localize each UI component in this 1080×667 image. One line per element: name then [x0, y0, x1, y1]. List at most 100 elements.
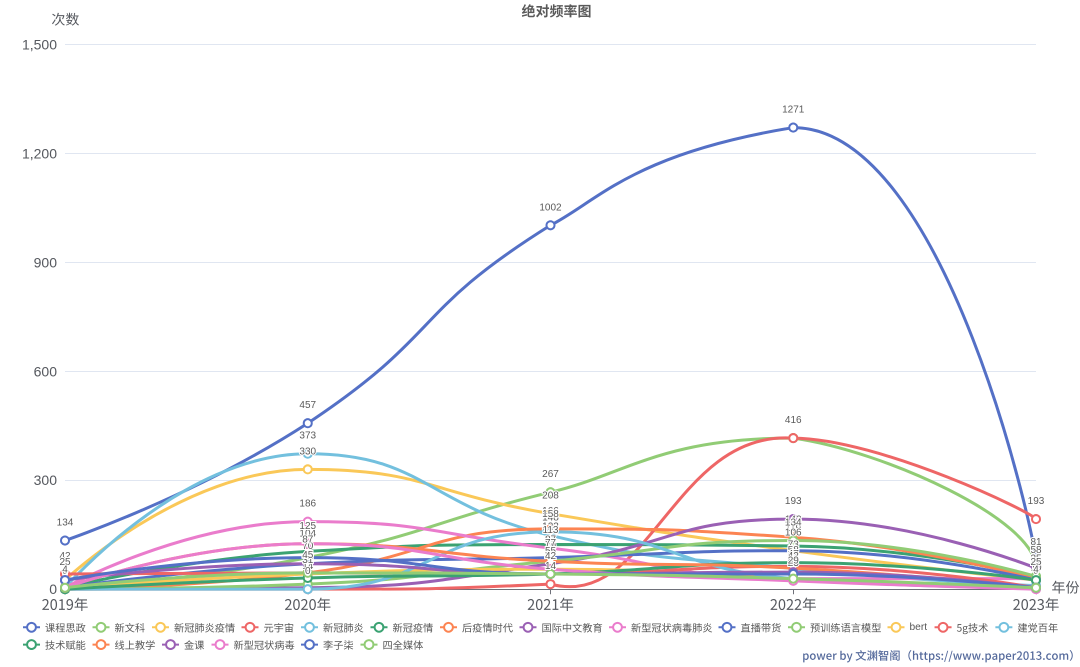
- svg-text:35: 35: [1030, 553, 1042, 564]
- svg-text:900: 900: [34, 254, 58, 270]
- svg-text:55: 55: [545, 546, 557, 557]
- svg-text:1,200: 1,200: [22, 145, 57, 161]
- svg-text:143: 143: [785, 514, 802, 525]
- svg-text:57: 57: [788, 545, 800, 556]
- svg-text:119: 119: [785, 523, 801, 534]
- svg-text:14: 14: [302, 561, 314, 572]
- svg-text:1002: 1002: [539, 202, 562, 213]
- svg-text:125: 125: [299, 521, 316, 532]
- svg-text:42: 42: [545, 551, 557, 562]
- svg-text:4: 4: [1033, 565, 1039, 576]
- svg-text:125: 125: [299, 521, 316, 532]
- svg-text:134: 134: [57, 518, 74, 529]
- svg-text:106: 106: [785, 528, 802, 539]
- svg-text:42: 42: [545, 551, 557, 562]
- svg-text:42: 42: [545, 551, 557, 562]
- svg-text:45: 45: [302, 550, 314, 561]
- svg-text:29: 29: [1030, 556, 1042, 567]
- svg-text:87: 87: [545, 535, 557, 546]
- svg-text:55: 55: [545, 546, 557, 557]
- svg-text:29: 29: [1030, 556, 1042, 567]
- svg-text:35: 35: [1030, 553, 1042, 564]
- svg-text:134: 134: [785, 518, 802, 529]
- svg-text:4: 4: [62, 565, 68, 576]
- svg-text:193: 193: [785, 496, 802, 507]
- svg-text:42: 42: [545, 551, 557, 562]
- svg-text:4: 4: [62, 565, 68, 576]
- svg-text:73: 73: [788, 540, 800, 551]
- svg-text:25: 25: [1030, 557, 1042, 568]
- svg-text:0: 0: [305, 566, 311, 577]
- svg-text:42: 42: [545, 551, 557, 562]
- svg-text:416: 416: [785, 415, 802, 426]
- svg-text:70: 70: [545, 541, 557, 552]
- svg-text:87: 87: [302, 535, 314, 546]
- svg-text:4: 4: [1033, 565, 1039, 576]
- svg-text:4: 4: [1033, 565, 1039, 576]
- svg-text:29: 29: [788, 556, 800, 567]
- svg-text:81: 81: [1030, 537, 1042, 548]
- svg-text:31: 31: [302, 555, 314, 566]
- svg-text:186: 186: [299, 499, 316, 510]
- svg-text:4: 4: [62, 565, 68, 576]
- svg-text:4: 4: [62, 565, 68, 576]
- svg-text:148: 148: [542, 512, 559, 523]
- svg-text:104: 104: [299, 528, 316, 539]
- svg-text:23: 23: [788, 558, 800, 569]
- svg-text:113: 113: [543, 525, 559, 536]
- svg-text:330: 330: [299, 446, 316, 457]
- svg-text:600: 600: [34, 363, 58, 379]
- svg-text:123: 123: [542, 522, 559, 533]
- svg-text:70: 70: [302, 541, 314, 552]
- svg-text:45: 45: [302, 550, 314, 561]
- svg-text:63: 63: [788, 543, 800, 554]
- svg-text:267: 267: [542, 469, 559, 480]
- svg-text:29: 29: [788, 556, 800, 567]
- svg-text:70: 70: [302, 541, 314, 552]
- svg-text:416: 416: [785, 415, 802, 426]
- svg-text:14: 14: [545, 561, 557, 572]
- svg-text:4: 4: [62, 565, 68, 576]
- svg-text:25: 25: [59, 557, 71, 568]
- svg-text:45: 45: [302, 550, 314, 561]
- svg-text:58: 58: [788, 545, 800, 556]
- svg-text:4: 4: [1033, 565, 1039, 576]
- svg-text:58: 58: [1030, 545, 1042, 556]
- svg-text:4: 4: [305, 565, 311, 576]
- svg-text:1,500: 1,500: [22, 36, 57, 52]
- svg-text:bert: bert: [910, 622, 928, 633]
- svg-text:25: 25: [1030, 557, 1042, 568]
- svg-text:4: 4: [1033, 565, 1039, 576]
- svg-text:10: 10: [1030, 563, 1042, 574]
- svg-text:29: 29: [788, 556, 800, 567]
- svg-text:87: 87: [302, 535, 314, 546]
- svg-text:4: 4: [1033, 565, 1039, 576]
- svg-text:4: 4: [62, 565, 68, 576]
- svg-text:58: 58: [1030, 545, 1042, 556]
- svg-text:4: 4: [62, 565, 68, 576]
- svg-text:25: 25: [1030, 557, 1042, 568]
- svg-text:0: 0: [1033, 566, 1039, 577]
- svg-text:0: 0: [62, 566, 68, 577]
- svg-text:193: 193: [1028, 496, 1045, 507]
- svg-text:25: 25: [59, 557, 71, 568]
- svg-text:158: 158: [542, 509, 559, 520]
- svg-text:0: 0: [49, 581, 57, 597]
- svg-text:42: 42: [788, 551, 800, 562]
- svg-text:1271: 1271: [782, 105, 805, 116]
- svg-text:0: 0: [62, 566, 68, 577]
- svg-text:106: 106: [785, 528, 802, 539]
- svg-text:47: 47: [788, 549, 800, 560]
- svg-text:208: 208: [542, 491, 559, 502]
- svg-text:0: 0: [62, 566, 68, 577]
- svg-text:42: 42: [302, 551, 314, 562]
- svg-text:77: 77: [545, 538, 557, 549]
- svg-text:373: 373: [299, 431, 316, 442]
- svg-text:0: 0: [62, 566, 68, 577]
- svg-text:457: 457: [299, 400, 316, 411]
- svg-text:4: 4: [62, 565, 68, 576]
- svg-text:4: 4: [1033, 565, 1039, 576]
- svg-text:0: 0: [62, 566, 68, 577]
- svg-text:0: 0: [305, 566, 311, 577]
- svg-text:166: 166: [542, 506, 559, 517]
